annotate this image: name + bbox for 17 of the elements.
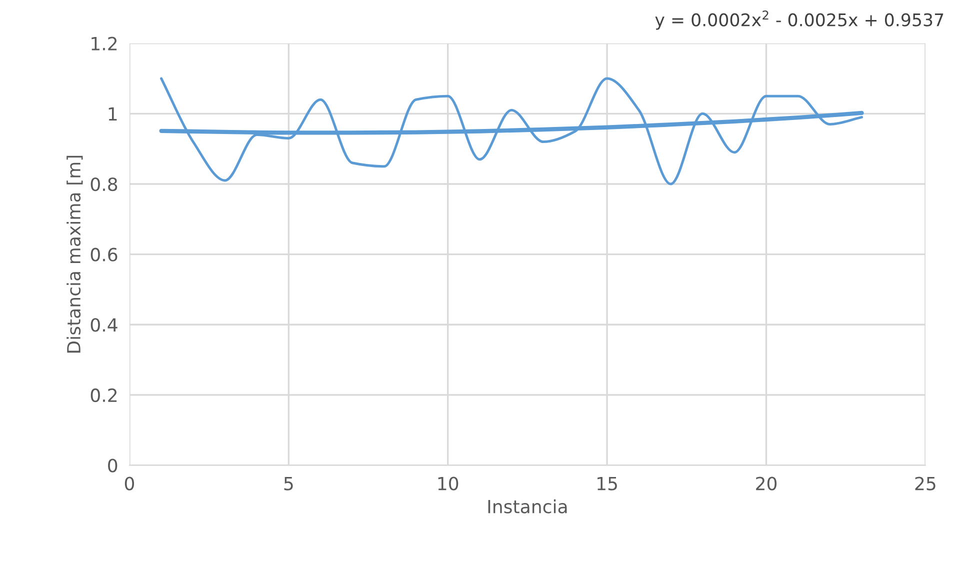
x-tick-label: 15 bbox=[598, 476, 617, 490]
x-tick-label: 20 bbox=[756, 476, 777, 490]
y-tick-label: 0 bbox=[108, 458, 118, 472]
x-tick-label: 25 bbox=[915, 476, 936, 490]
x-tick-label: 0 bbox=[124, 476, 134, 490]
y-tick-label: 0.4 bbox=[90, 318, 118, 332]
x-tick-label: 10 bbox=[438, 476, 458, 490]
y-tick-label: 0.8 bbox=[90, 177, 118, 192]
x-tick-label: 5 bbox=[284, 476, 293, 490]
line-series bbox=[160, 77, 864, 186]
y-axis-title: Distancia maxima [m] bbox=[66, 156, 83, 353]
y-tick-label: 1 bbox=[108, 107, 117, 121]
y-tick-label: 1.2 bbox=[92, 36, 117, 50]
y-tick-label: 0.2 bbox=[90, 388, 117, 402]
text: y = 0.0002x$^{2}$ - 0.0025x + 0.9537 bbox=[655, 10, 944, 30]
x-axis-title: Instancia bbox=[488, 499, 567, 514]
y-tick-label: 0.6 bbox=[90, 248, 118, 262]
